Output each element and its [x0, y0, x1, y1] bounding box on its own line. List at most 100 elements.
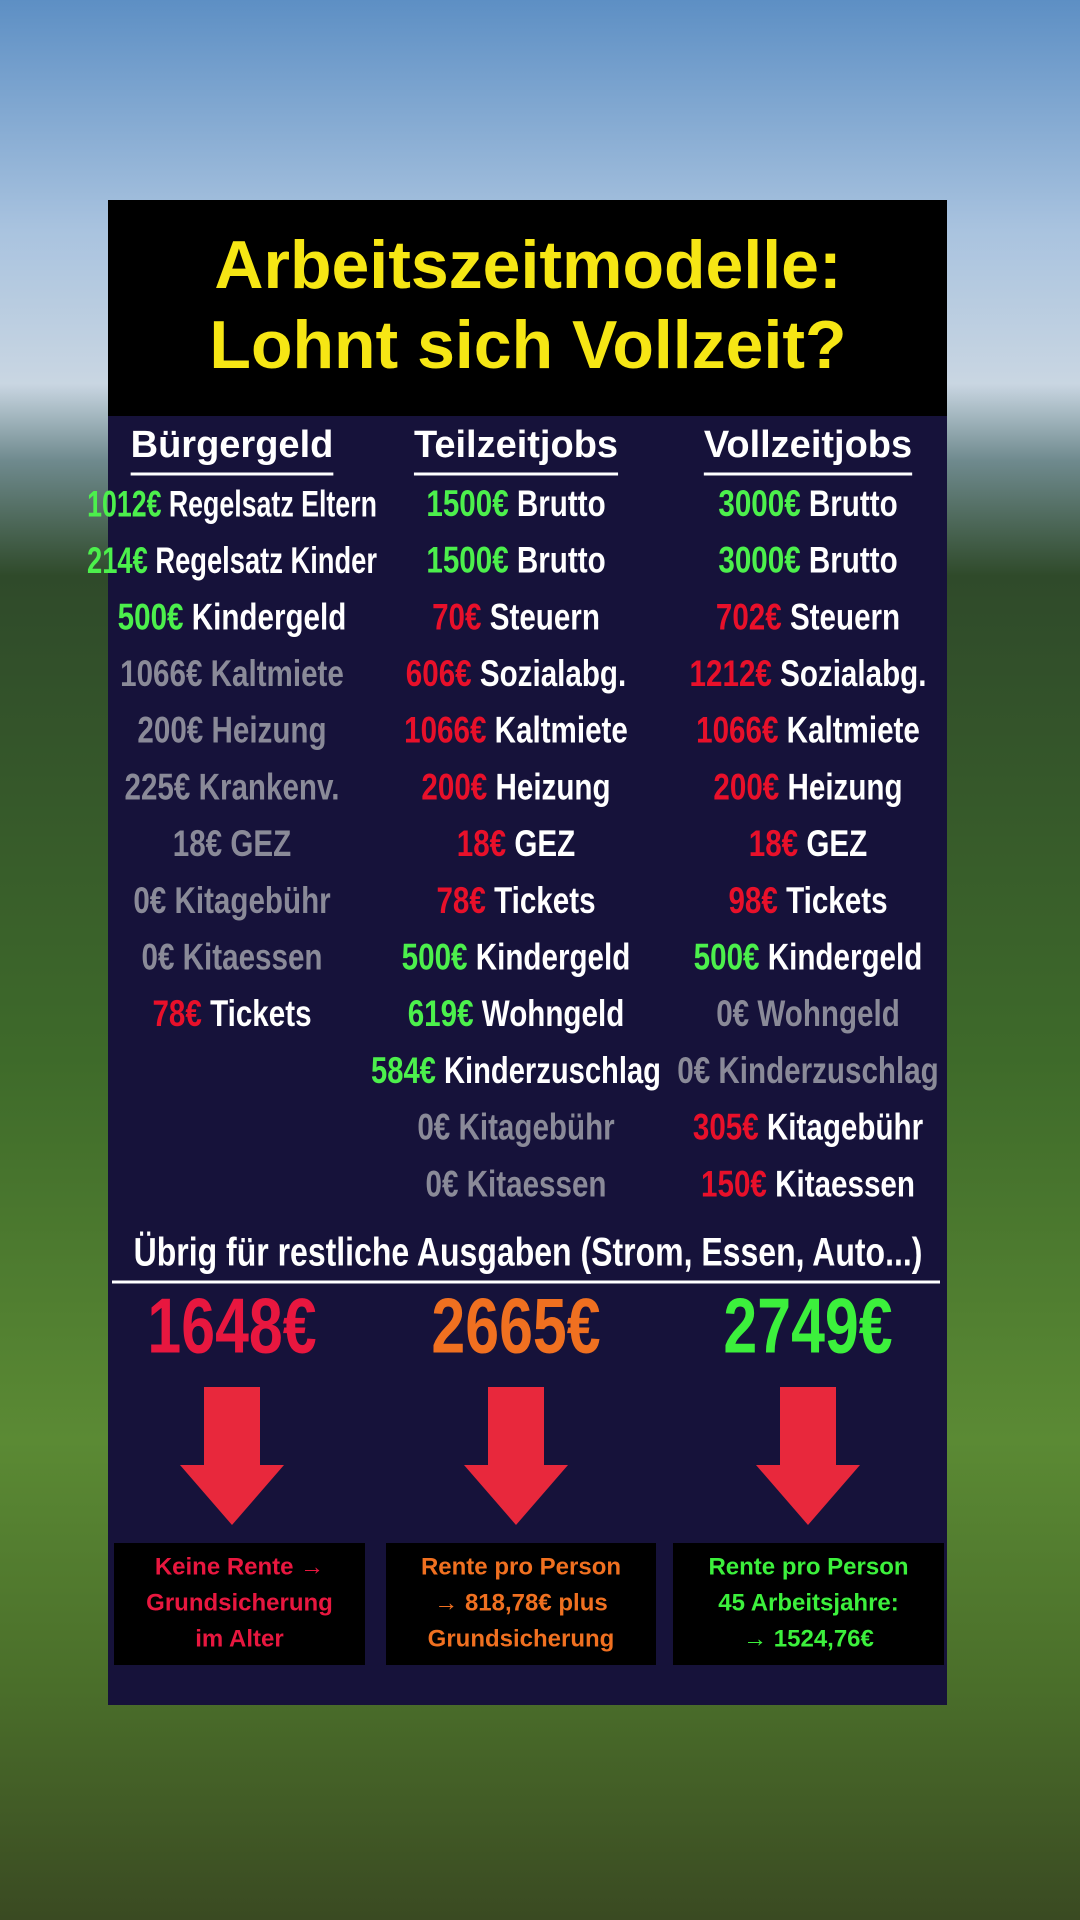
space — [779, 767, 787, 808]
space — [468, 937, 476, 978]
row: 0€ Kitaessen — [426, 1164, 607, 1205]
amount: 18€ — [457, 824, 507, 865]
item-label: Regelsatz Eltern — [169, 483, 377, 524]
amount: 1212€ — [690, 654, 773, 695]
space — [161, 483, 168, 524]
pension-text: Grundsicherung — [428, 1625, 615, 1652]
total: 2749€ — [723, 1282, 892, 1369]
row: 606€ Sozialabg. — [406, 654, 626, 695]
arrow — [756, 1387, 860, 1525]
amount: 3000€ — [718, 540, 801, 581]
amount: 98€ — [728, 881, 778, 922]
space — [174, 937, 182, 978]
title-line: Lohnt sich Vollzeit? — [209, 307, 846, 383]
pension-text: Grundsicherung — [146, 1589, 333, 1616]
row: 0€ Wohngeld — [716, 994, 900, 1035]
item-label: Heizung — [211, 711, 326, 752]
amount: 70€ — [432, 597, 482, 638]
row: 1066€ Kaltmiete — [404, 711, 628, 752]
amount: 500€ — [402, 937, 468, 978]
row: 0€ Kitaessen — [142, 937, 323, 978]
amount: 619€ — [408, 994, 474, 1035]
column-header: Bürgergeld — [131, 424, 334, 466]
row: 200€ Heizung — [421, 767, 610, 808]
amount: 305€ — [693, 1107, 759, 1148]
row: 1066€ Kaltmiete — [696, 711, 920, 752]
amount: 1066€ — [696, 711, 779, 752]
item-label: Kaltmiete — [211, 654, 344, 695]
row: 1066€ Kaltmiete — [120, 654, 344, 695]
item-label: Brutto — [809, 484, 898, 525]
row: 619€ Wohngeld — [408, 994, 625, 1035]
space — [767, 1164, 775, 1205]
space — [749, 994, 757, 1035]
pension-text: Rente pro Person — [708, 1553, 908, 1580]
row: 1500€ Brutto — [426, 540, 605, 581]
space — [450, 1107, 458, 1148]
space — [436, 1051, 444, 1092]
item-label: GEZ — [230, 824, 291, 865]
pension-text: Rente pro Person — [421, 1553, 621, 1580]
row: 70€ Steuern — [432, 597, 600, 638]
amount: 702€ — [716, 597, 782, 638]
amount: 500€ — [118, 597, 184, 638]
space — [801, 540, 809, 581]
summary: Übrig für restliche Ausgaben (Strom, Ess… — [134, 1229, 923, 1274]
row: 225€ Krankenv. — [125, 767, 340, 808]
amount: 0€ — [716, 994, 749, 1035]
total: 1648€ — [147, 1282, 316, 1369]
pension-box — [114, 1543, 365, 1665]
item-label: Kaltmiete — [495, 711, 628, 752]
item-label: Wohngeld — [482, 994, 624, 1035]
amount: 225€ — [125, 767, 191, 808]
space — [798, 824, 806, 865]
amount: 0€ — [133, 881, 166, 922]
row: 500€ Kindergeld — [402, 937, 631, 978]
item-label: Sozialabg. — [780, 654, 926, 695]
item-label: Regelsatz Kinder — [155, 539, 377, 580]
row: 702€ Steuern — [716, 597, 900, 638]
amount: 200€ — [137, 711, 203, 752]
row: 200€ Heizung — [713, 767, 902, 808]
column-header: Vollzeitjobs — [704, 424, 912, 466]
amount: 214€ — [87, 539, 148, 580]
space — [778, 881, 786, 922]
row: 18€ GEZ — [457, 824, 575, 865]
item-label: Kitaessen — [775, 1164, 915, 1205]
item-label: Kitagebühr — [767, 1107, 923, 1148]
row: 584€ Kinderzuschlag — [371, 1051, 661, 1092]
amount: 78€ — [152, 994, 202, 1035]
row: 1500€ Brutto — [426, 484, 605, 525]
space — [487, 767, 495, 808]
item-label: Kindergeld — [192, 597, 347, 638]
item-label: Heizung — [787, 767, 902, 808]
row: 98€ Tickets — [728, 881, 887, 922]
row: 0€ Kitagebühr — [133, 881, 330, 922]
space — [184, 597, 192, 638]
space — [782, 597, 790, 638]
row: 78€ Tickets — [436, 881, 595, 922]
title-line: Arbeitszeitmodelle: — [214, 227, 841, 303]
amount: 0€ — [417, 1107, 450, 1148]
space — [801, 484, 809, 525]
pension-text: 45 Arbeitsjahre: — [718, 1589, 899, 1616]
item-label: Sozialabg. — [480, 654, 626, 695]
space — [486, 711, 494, 752]
space — [202, 994, 210, 1035]
amount: 500€ — [694, 937, 760, 978]
space — [760, 937, 768, 978]
space — [474, 994, 482, 1035]
item-label: Kinderzuschlag — [718, 1051, 938, 1092]
amount: 18€ — [749, 824, 799, 865]
amount: 1500€ — [426, 484, 509, 525]
item-label: Brutto — [517, 484, 606, 525]
amount: 3000€ — [718, 484, 801, 525]
item-label: GEZ — [806, 824, 867, 865]
item-label: Kitaessen — [183, 937, 323, 978]
item-label: Brutto — [517, 540, 606, 581]
amount: 606€ — [406, 654, 472, 695]
row: 18€ GEZ — [173, 824, 291, 865]
amount: 0€ — [426, 1164, 459, 1205]
